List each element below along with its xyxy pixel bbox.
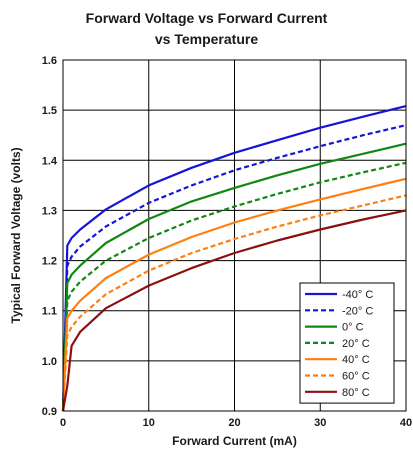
y-axis-title: Typical Forward Voltage (volts) — [9, 147, 23, 323]
x-tick-label: 40 — [400, 417, 412, 429]
y-tick-label: 1.4 — [42, 155, 58, 167]
series-line — [61, 177, 407, 412]
legend-label: -20° C — [342, 305, 373, 317]
legend-label: -40° C — [342, 289, 373, 301]
x-axis-title: Forward Current (mA) — [172, 434, 297, 448]
x-tick-label: 30 — [314, 417, 326, 429]
x-tick-label: 10 — [143, 417, 155, 429]
series-line — [61, 142, 407, 412]
series-line — [61, 209, 407, 412]
y-tick-label: 1.6 — [42, 55, 57, 67]
legend-label: 0° C — [342, 322, 364, 334]
series-lines — [61, 105, 407, 412]
series-line — [61, 194, 407, 412]
legend-label: 60° C — [342, 371, 370, 383]
legend-label: 40° C — [342, 354, 370, 366]
y-tick-label: 1.3 — [42, 205, 57, 217]
series-line — [61, 161, 407, 412]
legend: -40° C -20° C 0° C 20° C 40° C 60° C 80° C — [299, 282, 395, 404]
series-line — [61, 124, 407, 412]
series-line — [61, 105, 407, 412]
x-tick-label: 20 — [228, 417, 240, 429]
tick-labels: 0 10 20 30 40 0.9 1.0 1.1 1.2 1.3 1.4 1.5 1.6 — [42, 55, 412, 429]
chart-title-line-2: vs Temperature — [154, 31, 259, 47]
legend-label: 20° C — [342, 338, 370, 350]
y-tick-label: 1.2 — [42, 256, 57, 268]
x-tick-label: 0 — [60, 417, 66, 429]
plot-area-frame — [62, 59, 407, 412]
y-tick-label: 1.0 — [42, 356, 57, 368]
chart-title-line-1: Forward Voltage vs Forward Current — [85, 10, 328, 26]
y-tick-label: 1.5 — [42, 105, 57, 117]
y-tick-label: 0.9 — [42, 406, 57, 418]
legend-label: 80° C — [342, 387, 370, 399]
y-tick-label: 1.1 — [42, 306, 57, 318]
